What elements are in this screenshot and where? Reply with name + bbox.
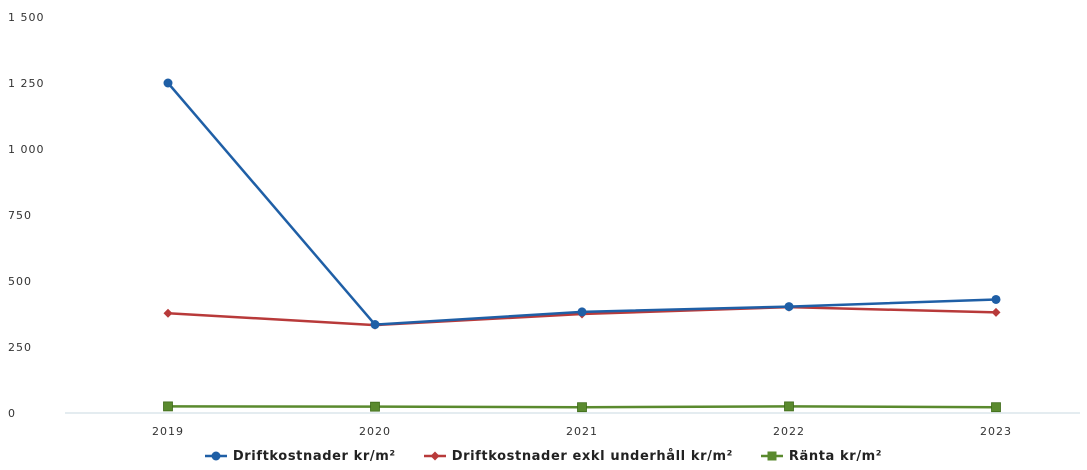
legend-swatch-icon [760, 451, 783, 461]
y-axis-ticks: 0 250 500 750 1 000 1 250 1 500 [8, 11, 45, 420]
data-point [163, 401, 173, 412]
y-tick-label: 500 [8, 275, 32, 288]
x-axis-ticks: 2019 2020 2021 2022 2023 [152, 425, 1012, 438]
data-point [163, 308, 173, 318]
y-tick-label: 0 [8, 407, 16, 420]
legend-item: Driftkostnader exkl underhåll kr/m² [423, 448, 733, 464]
series-2 [163, 401, 1001, 413]
series-0 [163, 78, 1001, 330]
series-layer [163, 78, 1001, 413]
data-point [163, 78, 173, 88]
legend-item: Ränta kr/m² [760, 448, 883, 464]
data-point [991, 307, 1001, 317]
x-tick-label: 2020 [359, 425, 391, 438]
data-point [577, 402, 587, 413]
legend-label: Ränta kr/m² [788, 448, 883, 464]
x-tick-label: 2022 [773, 425, 805, 438]
legend-label: Driftkostnader kr/m² [232, 448, 396, 464]
y-tick-label: 1 250 [8, 77, 45, 90]
series-line [167, 82, 997, 326]
x-tick-label: 2019 [152, 425, 184, 438]
y-tick-label: 1 500 [8, 11, 45, 24]
legend: Driftkostnader kr/m² Driftkostnader exkl … [0, 446, 1087, 466]
y-tick-label: 250 [8, 341, 32, 354]
x-tick-label: 2023 [980, 425, 1012, 438]
data-point [370, 401, 380, 412]
legend-swatch-icon [423, 451, 446, 461]
data-point [991, 402, 1001, 413]
data-point [577, 307, 587, 317]
legend-swatch-icon [204, 451, 227, 461]
data-point [370, 320, 380, 330]
legend-item: Driftkostnader kr/m² [204, 448, 396, 464]
y-tick-label: 1 000 [8, 143, 45, 156]
data-point [784, 302, 794, 312]
data-point [784, 401, 794, 412]
legend-label: Driftkostnader exkl underhåll kr/m² [451, 448, 733, 464]
x-tick-label: 2021 [566, 425, 598, 438]
data-point [991, 294, 1001, 304]
y-tick-label: 750 [8, 209, 32, 222]
